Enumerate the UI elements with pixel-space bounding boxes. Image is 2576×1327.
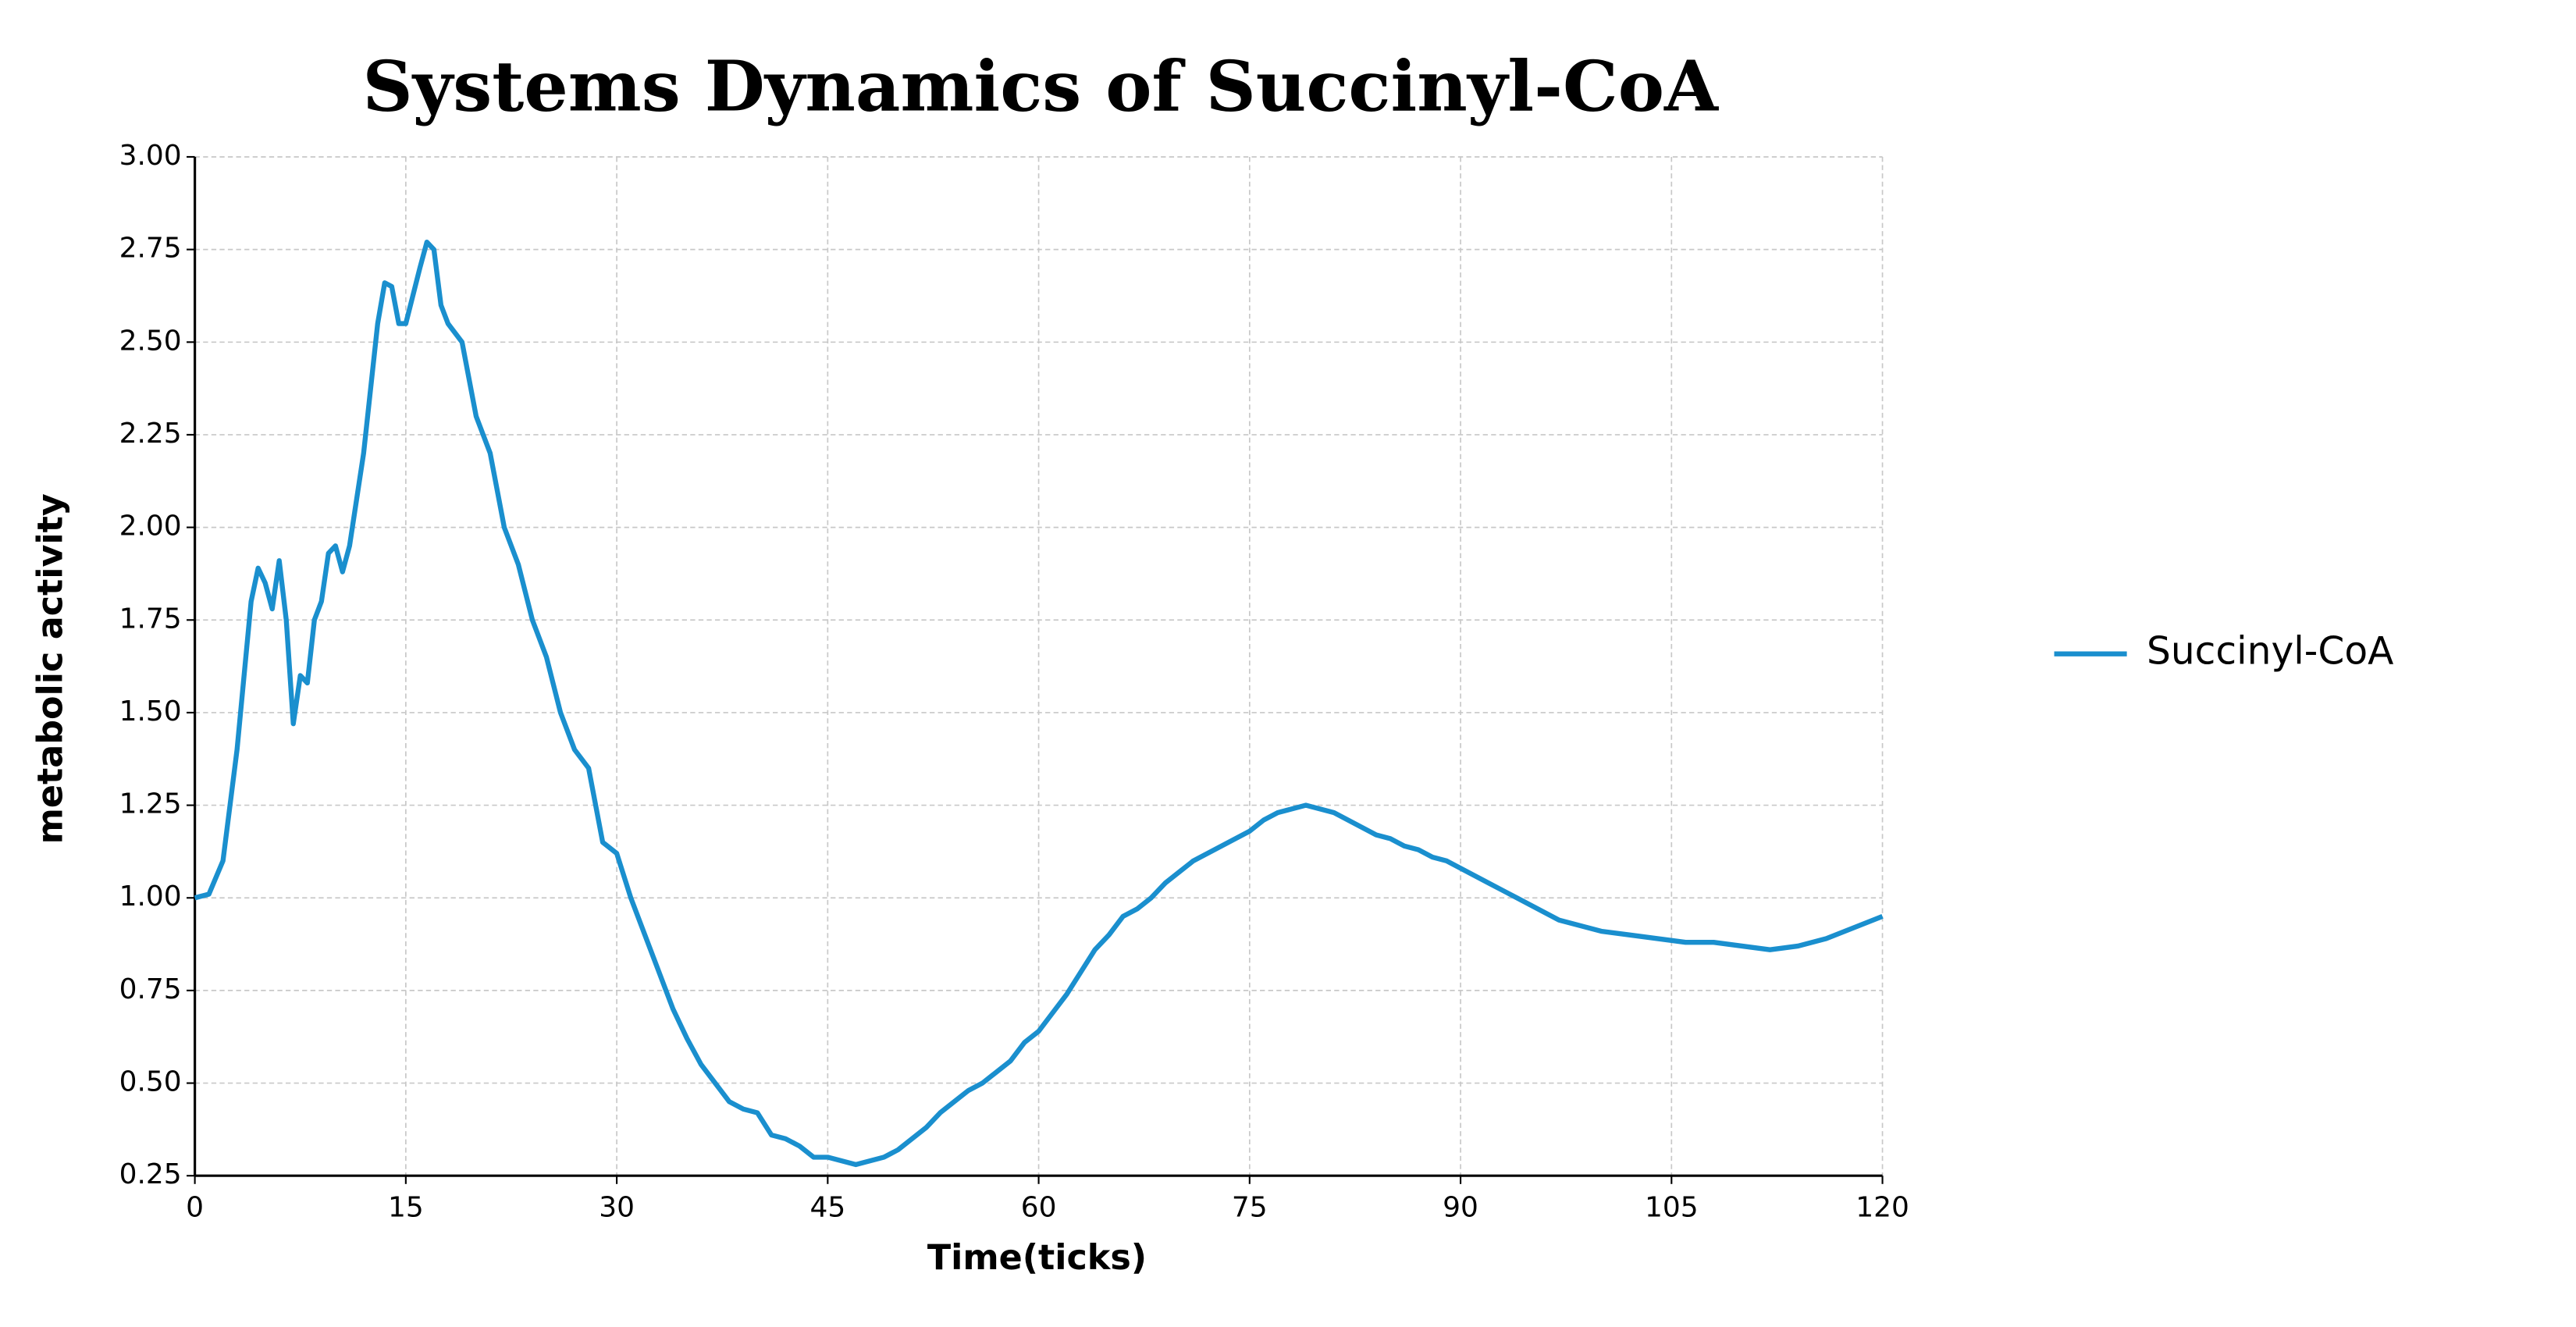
y-tick-label: 0.50 — [119, 1066, 182, 1098]
x-tick-label: 0 — [186, 1192, 204, 1224]
y-tick-label: 1.75 — [119, 603, 182, 635]
y-tick-label: 2.75 — [119, 233, 182, 265]
data-line — [194, 239, 1884, 1168]
x-axis-label: Time(ticks) — [927, 1238, 1147, 1278]
y-tick-label: 1.50 — [119, 696, 182, 728]
y-tick-label: 2.50 — [119, 325, 182, 357]
x-tick-label: 60 — [1021, 1192, 1057, 1224]
y-tick-label: 1.00 — [119, 881, 182, 913]
legend-label: Succinyl-CoA — [2147, 630, 2393, 674]
x-tick-label: 105 — [1645, 1192, 1699, 1224]
chart-title: Systems Dynamics of Succinyl-CoA — [362, 45, 1719, 126]
y-tick-label: 2.25 — [119, 418, 182, 450]
x-tick-label: 45 — [809, 1192, 845, 1224]
y-tick-label: 0.75 — [119, 973, 182, 1005]
y-tick-label: 0.25 — [119, 1158, 182, 1190]
y-tick-label: 1.25 — [119, 788, 182, 820]
x-tick-label: 90 — [1443, 1192, 1478, 1224]
x-tick-label: 30 — [599, 1192, 635, 1224]
x-tick-label: 75 — [1232, 1192, 1268, 1224]
y-tick-label: 3.00 — [119, 140, 182, 172]
y-tick-label: 2.00 — [119, 511, 182, 543]
x-tick-label: 15 — [388, 1192, 424, 1224]
y-axis-label: metabolic activity — [31, 493, 71, 844]
x-tick-label: 120 — [1856, 1192, 1909, 1224]
